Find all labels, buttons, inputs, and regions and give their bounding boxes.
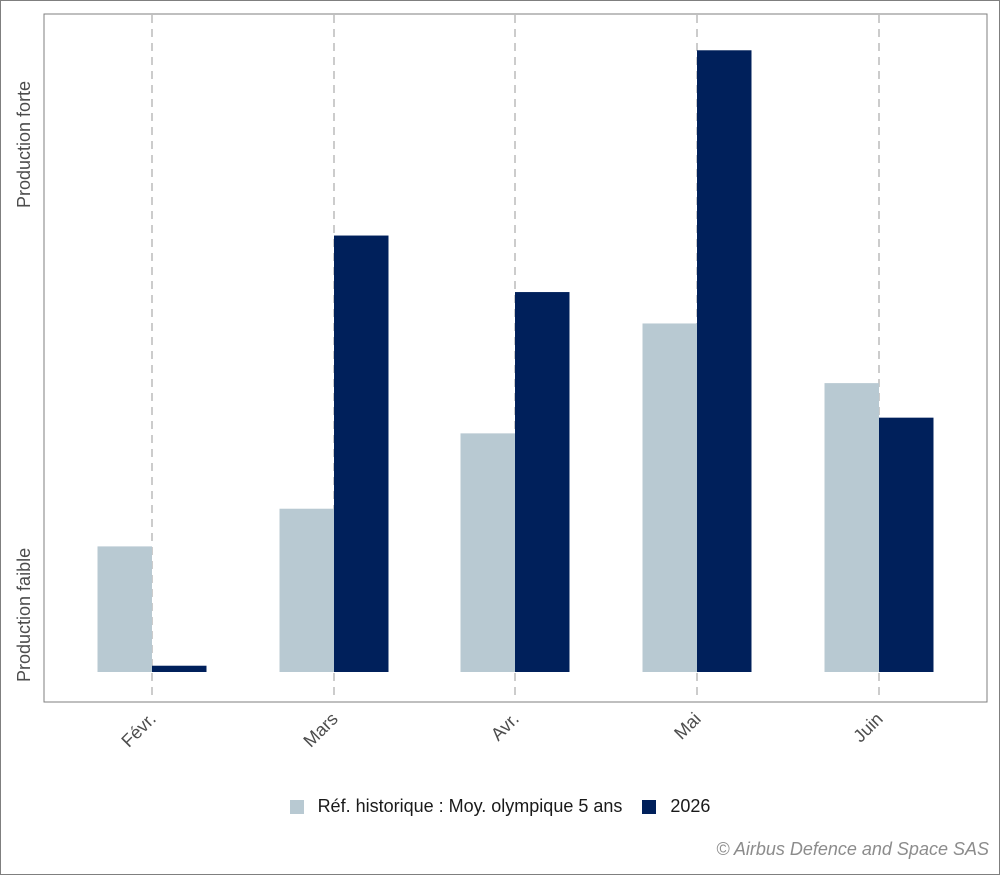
bars	[97, 50, 934, 673]
y-label-high: Production forte	[14, 81, 34, 208]
legend-item-2026: 2026	[642, 796, 710, 817]
x-tick-label-1: Mars	[299, 709, 341, 751]
legend-item-reference: Réf. historique : Moy. olympique 5 ans	[289, 796, 623, 817]
copyright-credit: © Airbus Defence and Space SAS	[716, 839, 989, 859]
x-tick-labels: Févr. Mars Avr. Mai Juin	[117, 709, 886, 751]
x-tick-label-0: Févr.	[117, 709, 159, 751]
x-tick-label-3: Mai	[670, 709, 705, 744]
bar-2026-1	[334, 235, 389, 673]
y-label-low: Production faible	[14, 548, 34, 682]
bar-reference-4	[824, 383, 879, 672]
legend-label-reference: Réf. historique : Moy. olympique 5 ans	[317, 796, 623, 816]
bar-2026-3	[697, 50, 752, 672]
bar-reference-3	[642, 323, 697, 672]
bar-reference-0	[97, 546, 152, 672]
x-tick-label-2: Avr.	[487, 709, 523, 745]
bar-2026-4	[879, 417, 934, 672]
bar-2026-0	[152, 665, 207, 672]
legend: Réf. historique : Moy. olympique 5 ans 2…	[0, 796, 1000, 817]
legend-swatch-reference	[289, 799, 304, 814]
legend-swatch-2026	[642, 799, 657, 814]
bar-reference-2	[460, 433, 515, 672]
bar-reference-1	[279, 508, 334, 672]
legend-label-2026: 2026	[670, 796, 711, 816]
bar-2026-2	[515, 292, 570, 672]
x-tick-label-4: Juin	[849, 709, 886, 746]
